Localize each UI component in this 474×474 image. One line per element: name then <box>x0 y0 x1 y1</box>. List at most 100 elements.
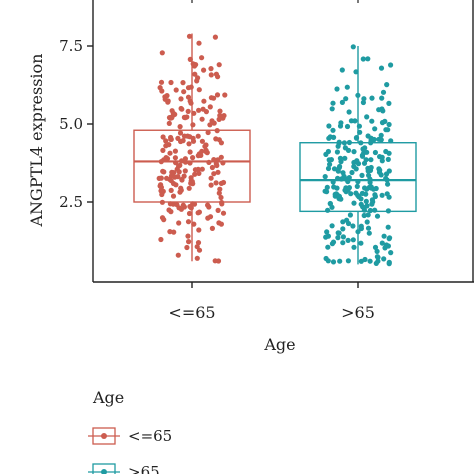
data-point <box>168 79 174 86</box>
data-point <box>386 121 392 128</box>
legend-key-icon <box>88 463 120 474</box>
data-point <box>168 187 174 193</box>
data-point <box>179 176 185 183</box>
data-point <box>336 230 342 236</box>
data-point <box>383 171 390 177</box>
data-point <box>194 78 200 84</box>
data-point <box>347 212 353 218</box>
data-point <box>159 50 165 56</box>
data-point <box>175 252 181 258</box>
data-point <box>209 225 215 231</box>
data-point <box>366 172 372 178</box>
data-point <box>322 174 328 180</box>
data-point <box>185 233 191 239</box>
data-point <box>194 244 200 250</box>
data-point <box>168 134 174 141</box>
data-point <box>209 118 215 124</box>
data-point <box>206 204 212 210</box>
data-point <box>176 220 182 226</box>
data-point <box>342 155 348 161</box>
data-point <box>323 151 329 157</box>
data-point <box>355 192 361 199</box>
data-point <box>215 74 221 80</box>
data-point <box>350 237 356 243</box>
data-point <box>361 212 367 219</box>
data-point <box>358 240 364 246</box>
data-point <box>194 255 200 261</box>
data-point <box>327 161 333 167</box>
data-point <box>386 236 392 242</box>
data-point <box>382 118 388 124</box>
data-point <box>369 197 375 203</box>
data-point <box>340 234 346 240</box>
data-point <box>166 142 172 148</box>
data-point <box>337 155 343 161</box>
data-point <box>192 71 198 77</box>
data-point <box>363 198 369 204</box>
data-point <box>381 233 387 239</box>
data-point <box>220 210 227 216</box>
data-point <box>185 94 192 100</box>
data-point <box>170 193 177 199</box>
data-point <box>164 175 170 181</box>
legend-title: Age <box>92 388 124 407</box>
legend-label: >65 <box>128 463 160 474</box>
data-point <box>385 156 391 162</box>
data-point <box>364 186 370 192</box>
data-point <box>379 95 385 101</box>
data-point <box>214 92 221 98</box>
data-point <box>335 235 341 241</box>
data-point <box>158 79 165 85</box>
data-point <box>364 114 370 120</box>
data-point <box>218 221 224 227</box>
data-point <box>196 170 202 176</box>
data-point <box>337 258 343 264</box>
data-point <box>375 254 381 260</box>
data-point <box>373 185 379 192</box>
data-point <box>374 248 380 254</box>
data-point <box>323 255 329 262</box>
data-point <box>340 226 346 232</box>
data-point <box>354 183 360 189</box>
data-point <box>166 207 172 213</box>
data-point <box>158 184 164 190</box>
data-point <box>207 122 213 128</box>
data-point <box>215 169 221 175</box>
box-iqr <box>133 129 251 203</box>
data-point <box>176 163 182 169</box>
data-point <box>360 56 366 62</box>
data-point <box>180 202 186 208</box>
data-point <box>186 210 193 217</box>
data-point <box>388 62 394 68</box>
data-point <box>213 180 219 186</box>
data-point <box>196 87 202 93</box>
data-point <box>214 162 220 169</box>
data-point <box>348 118 354 124</box>
data-point <box>372 126 378 132</box>
x-ticks: <=65 >65 <box>168 282 375 322</box>
data-point <box>325 207 331 213</box>
data-point <box>351 149 357 155</box>
data-point <box>326 135 332 141</box>
data-point <box>218 154 224 160</box>
data-point <box>369 201 375 207</box>
data-point <box>184 244 190 251</box>
data-point <box>192 171 198 177</box>
data-point <box>325 244 331 250</box>
data-point <box>349 169 355 176</box>
data-point <box>156 175 162 181</box>
data-point <box>217 108 223 114</box>
data-point <box>380 89 387 95</box>
data-point <box>385 181 391 187</box>
x-tick-label: >65 <box>341 303 375 322</box>
legend-entry: <=65 <box>88 427 172 445</box>
data-point <box>368 157 374 163</box>
data-point <box>364 219 370 225</box>
data-point <box>382 245 388 251</box>
data-point <box>208 72 214 78</box>
data-point <box>157 85 163 91</box>
data-point <box>363 191 369 197</box>
data-point <box>345 258 351 264</box>
data-point <box>344 123 351 130</box>
data-point <box>208 66 214 72</box>
